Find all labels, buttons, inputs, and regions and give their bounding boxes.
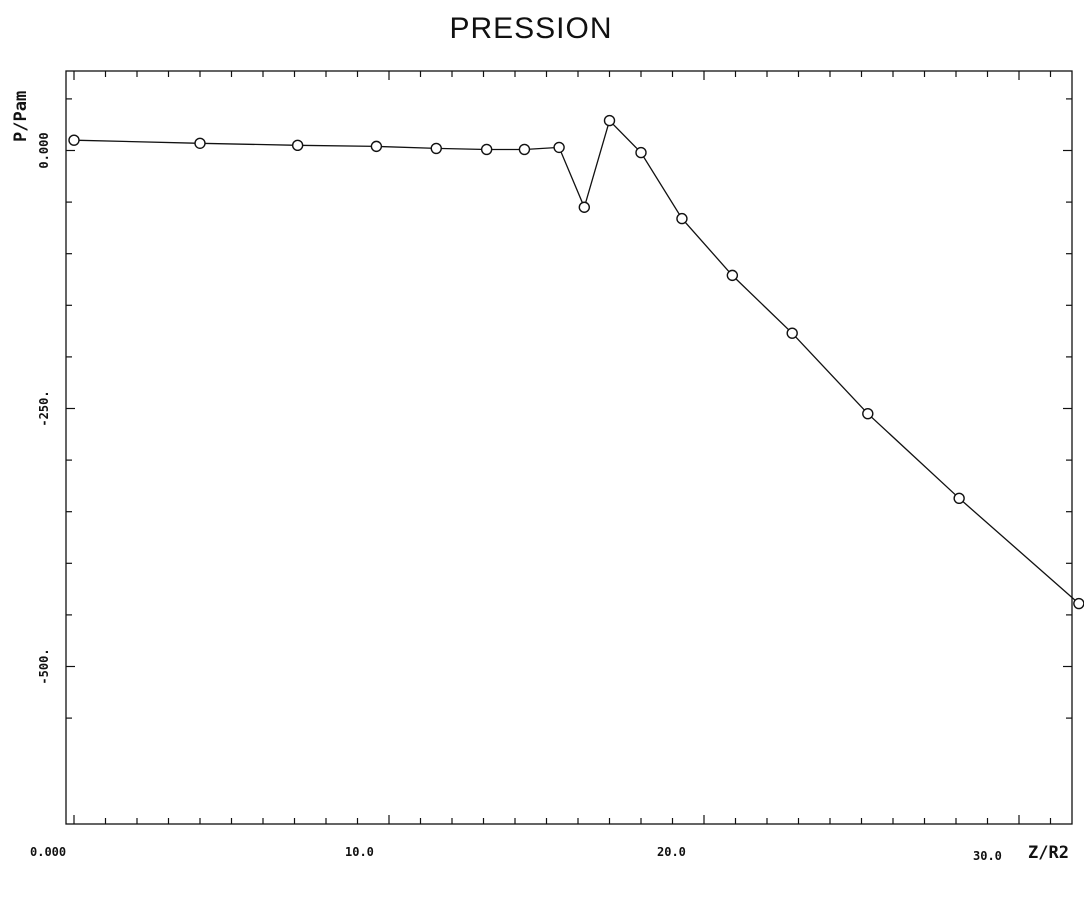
data-point (553, 141, 565, 154)
data-point (862, 407, 874, 420)
data-point (635, 146, 647, 159)
x-tick-label: 10.0 (345, 845, 374, 859)
y-tick-label: -500. (37, 648, 51, 684)
data-point (370, 140, 383, 153)
data-point (578, 201, 590, 213)
tick-marks (66, 71, 1072, 824)
x-tick-label: 20.0 (657, 845, 686, 859)
data-point (676, 212, 688, 225)
data-point (953, 492, 965, 504)
chart-title: PRESSION (449, 12, 612, 45)
series-line (73, 119, 1080, 604)
data-markers (68, 114, 1084, 610)
data-point (786, 327, 798, 339)
x-tick-label: 0.000 (30, 845, 66, 859)
data-point (726, 269, 739, 282)
x-tick-label: 30.0 (973, 849, 1002, 863)
data-point (518, 143, 531, 156)
data-point (603, 114, 616, 127)
tick-labels: 0.000 10.0 20.0 30.0 0.000 -250. -500. (30, 132, 1002, 863)
x-axis-label: Z/R2 (1028, 843, 1069, 863)
plot-frame (65, 70, 1073, 825)
y-tick-label: 0.000 (37, 132, 51, 168)
data-point (291, 139, 304, 152)
y-axis-label: P/Pam (11, 91, 31, 142)
data-point (480, 143, 493, 156)
y-tick-label: -250. (37, 390, 51, 426)
data-point (430, 142, 442, 155)
data-point (1073, 597, 1084, 610)
data-point (194, 137, 206, 149)
data-point (68, 134, 80, 146)
